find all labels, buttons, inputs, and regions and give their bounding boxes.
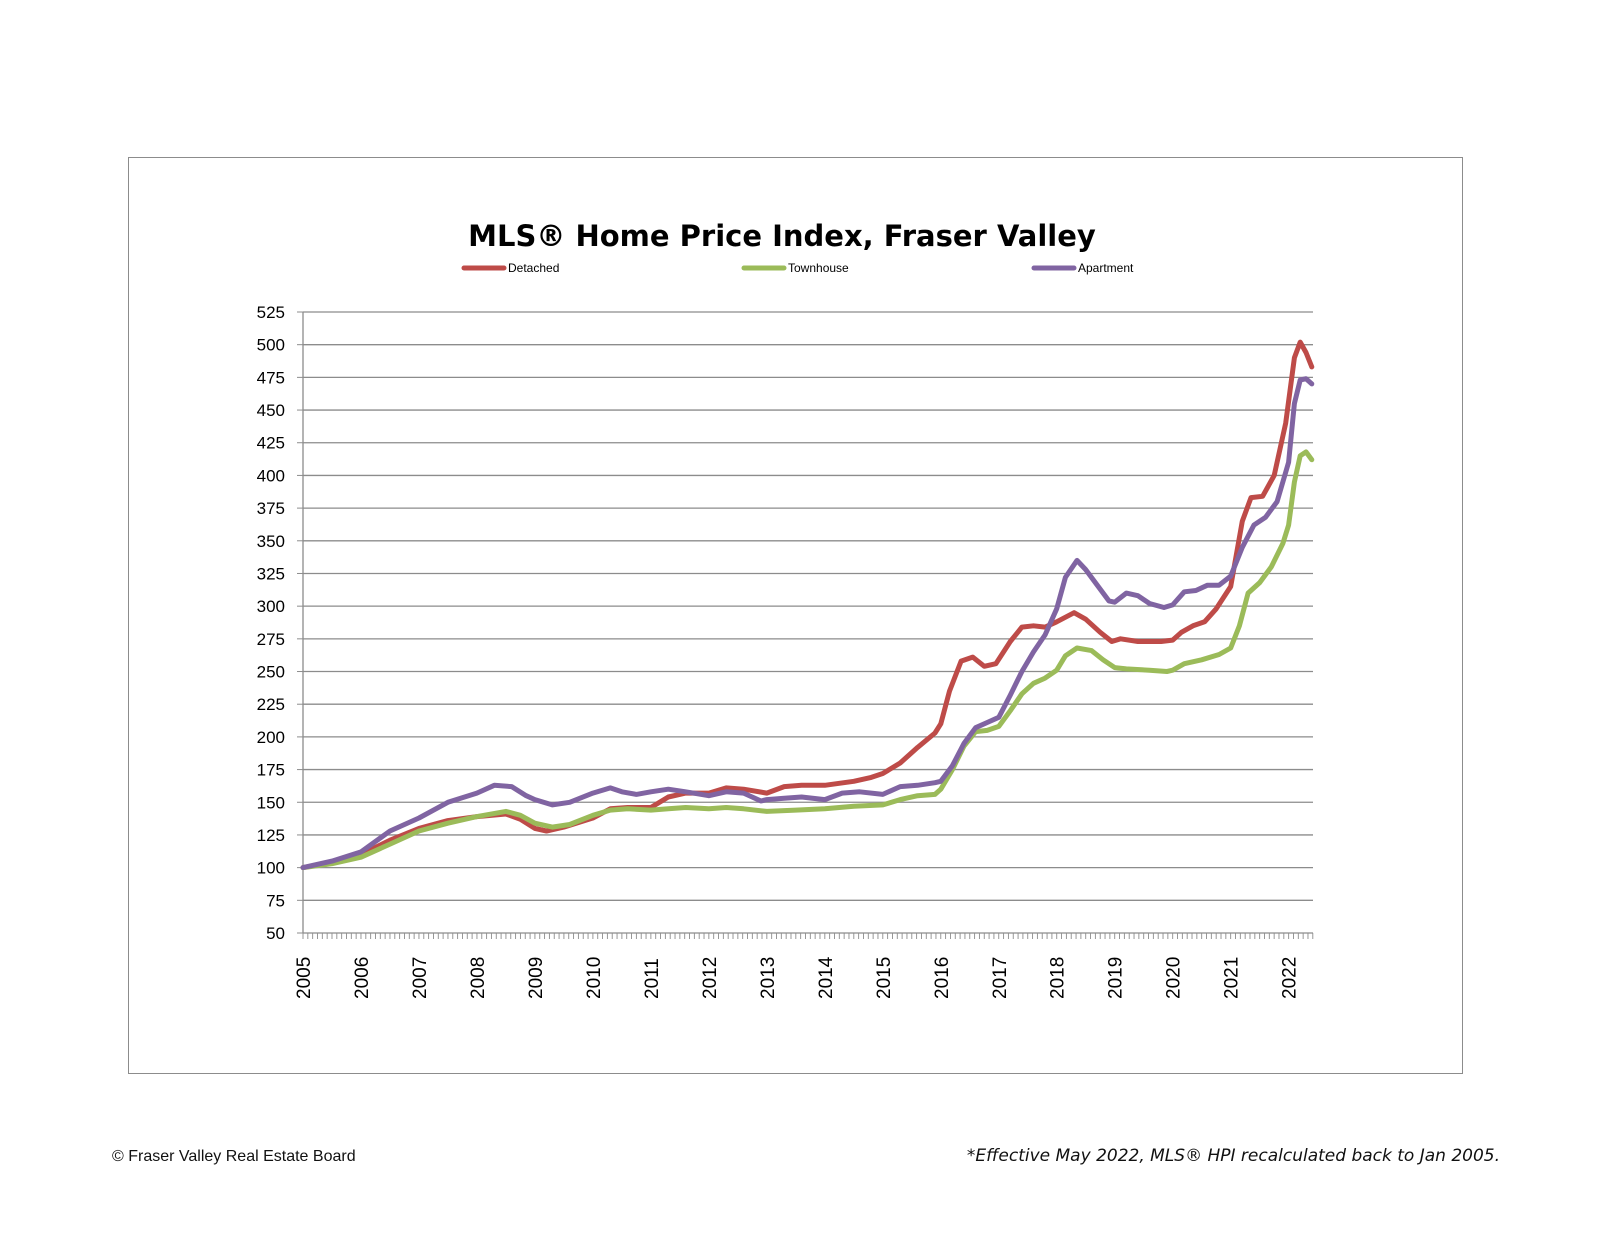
y-tick-label: 50 [266, 924, 285, 943]
y-tick-label: 100 [257, 859, 285, 878]
x-tick-label: 2014 [816, 956, 837, 999]
y-tick-label: 425 [257, 434, 285, 453]
x-tick-label: 2005 [294, 957, 315, 999]
legend: Detached Townhouse Apartment [461, 261, 1134, 275]
footnote-text: *Effective May 2022, MLS® HPI recalculat… [966, 1146, 1500, 1166]
x-tick-label: 2022 [1280, 957, 1301, 999]
x-tick-label: 2020 [1164, 957, 1185, 999]
x-tick-label: 2016 [932, 957, 953, 999]
x-tick-label: 2015 [874, 957, 895, 999]
y-tick-label: 275 [257, 630, 285, 649]
copyright-text: © Fraser Valley Real Estate Board [112, 1148, 356, 1165]
y-tick-label: 225 [257, 695, 285, 714]
y-tick-label: 350 [257, 532, 285, 551]
x-tick-label: 2006 [352, 957, 373, 999]
y-tick-label: 375 [257, 499, 285, 518]
x-tick-label: 2018 [1048, 957, 1069, 999]
y-tick-label: 475 [257, 368, 285, 387]
chart-title: MLS® Home Price Index, Fraser Valley [468, 219, 1096, 253]
x-tick-label: 2021 [1222, 957, 1243, 999]
x-tick-label: 2017 [990, 957, 1011, 999]
legend-label-townhouse: Townhouse [788, 261, 849, 275]
y-tick-label: 300 [257, 597, 285, 616]
y-tick-label: 325 [257, 564, 285, 583]
y-tick-label: 75 [266, 891, 285, 910]
series-line-apartment [300, 376, 1315, 871]
y-tick-label: 200 [257, 728, 285, 747]
x-tick-label: 2019 [1106, 957, 1127, 999]
x-axis: 2005 2006 2007 2008 2009 2010 2011 2012 2013 2014… [294, 932, 1314, 999]
x-tick-label: 2007 [410, 957, 431, 999]
y-tick-label: 525 [257, 303, 285, 322]
series-line-townhouse [300, 449, 1315, 871]
y-tick-label: 150 [257, 793, 285, 812]
chart-frame: MLS® Home Price Index, Fraser Valley Det… [128, 157, 1463, 1074]
y-tick-label: 175 [257, 761, 285, 780]
y-tick-label: 125 [257, 826, 285, 845]
series-layer [300, 339, 1315, 871]
legend-label-detached: Detached [508, 261, 559, 275]
y-tick-label: 250 [257, 663, 285, 682]
x-tick-label: 2013 [758, 957, 779, 999]
x-tick-label: 2009 [526, 957, 547, 999]
x-tick-label: 2012 [700, 957, 721, 999]
gridlines [303, 311, 1313, 901]
y-axis: 50 75 100 125 150 175 200 225 250 275 300 325 350 375… [257, 303, 304, 943]
y-tick-label: 450 [257, 401, 285, 420]
legend-label-apartment: Apartment [1078, 261, 1134, 275]
y-tick-label: 400 [257, 466, 285, 485]
y-tick-label: 500 [257, 336, 285, 355]
x-tick-label: 2008 [468, 957, 489, 999]
x-tick-label: 2010 [584, 957, 605, 999]
x-tick-label: 2011 [642, 958, 663, 999]
chart-svg: MLS® Home Price Index, Fraser Valley Det… [257, 219, 1315, 999]
